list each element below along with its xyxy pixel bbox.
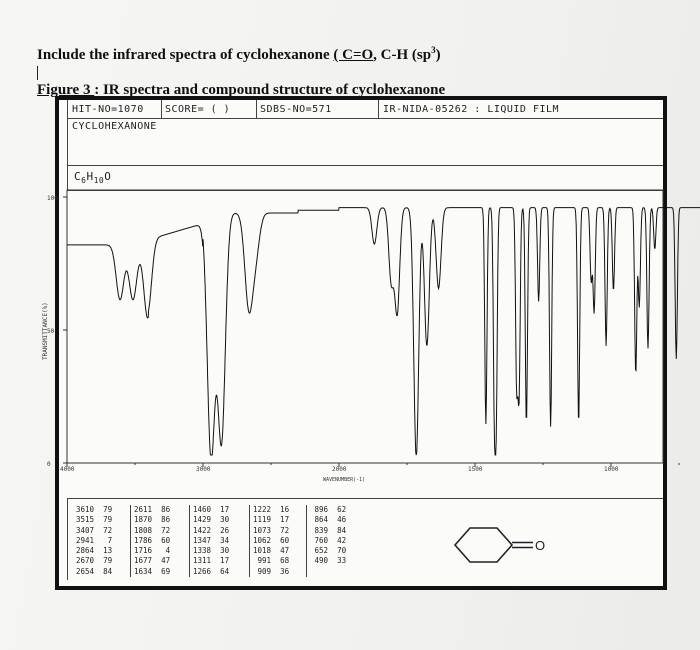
instruction-close: ) (435, 47, 441, 63)
formula-top-rule (67, 165, 663, 166)
cyclohexane-ring (453, 527, 514, 563)
x-tick-label: 2000 (332, 466, 347, 473)
peak-table-col-3: 1460 17 1429 30 1422 26 1347 34 1338 30 … (193, 505, 230, 576)
figure-label: Figure 3 (37, 82, 95, 98)
compound-name: CYCLOHEXANONE (72, 121, 157, 132)
table-col-rule-2 (189, 505, 190, 577)
instruction-prefix: Include the infrared spectra of cyclohex… (37, 47, 334, 63)
header-divider-1 (161, 100, 162, 118)
sdbs-no: SDBS-NO=571 (260, 104, 332, 115)
header-left-rule (67, 100, 68, 190)
table-col-rule-1 (130, 505, 131, 577)
spectrum-line (67, 207, 700, 456)
x-tick-label: 1500 (468, 466, 483, 473)
table-top-rule (67, 498, 663, 499)
figure-caption: : IR spectra and compound structure of c… (94, 82, 446, 98)
y-tick-label: 100 (47, 195, 58, 202)
instruction-heading: Include the infrared spectra of cyclohex… (37, 45, 441, 64)
x-axis-label: WAVENUMBER(-1) (323, 477, 365, 483)
table-left-rule (67, 498, 68, 580)
peak-table-col-5: 896 62 864 46 839 84 760 42 652 70 490 3… (314, 505, 347, 566)
score: SCORE= ( ) (165, 104, 231, 115)
x-tick-label: 4000 (60, 466, 75, 473)
y-tick-label: 0 (47, 461, 51, 468)
x-tick-label: 3000 (196, 466, 211, 473)
spectrum-frame (55, 96, 667, 590)
hit-no: HIT-NO=1070 (72, 104, 144, 115)
instruction-underlined: ( C=O (333, 47, 374, 63)
y-axis-label: TRANSMITTANCE(%) (42, 302, 49, 360)
peak-table-col-2: 2611 86 1870 86 1808 72 1786 60 1716 4 1… (134, 505, 171, 576)
table-col-rule-3 (249, 505, 250, 577)
header-divider-2 (256, 100, 257, 118)
peak-table-col-4: 1222 16 1119 17 1073 72 1062 60 1018 47 … (253, 505, 290, 576)
header-divider-3 (378, 100, 379, 118)
plot-area (66, 189, 664, 464)
text-cursor (37, 66, 38, 80)
molecular-formula: C6H10O (74, 170, 112, 186)
header-rule (67, 118, 663, 119)
peak-table-col-1: 3610 79 3515 79 3407 72 2941 7 2864 13 2… (76, 505, 113, 576)
table-col-rule-4 (306, 505, 307, 577)
x-tick-label: 1000 (604, 466, 619, 473)
instruction-sup: 3 (431, 45, 436, 55)
ir-nida: IR-NIDA-05262 : LIQUID FILM (383, 104, 560, 115)
oxygen-label: O (535, 538, 545, 553)
y-tick-label: 50 (47, 328, 55, 335)
instruction-suffix: , C-H (sp (373, 47, 432, 63)
figure-title: Figure 3 : IR spectra and compound struc… (37, 82, 445, 99)
